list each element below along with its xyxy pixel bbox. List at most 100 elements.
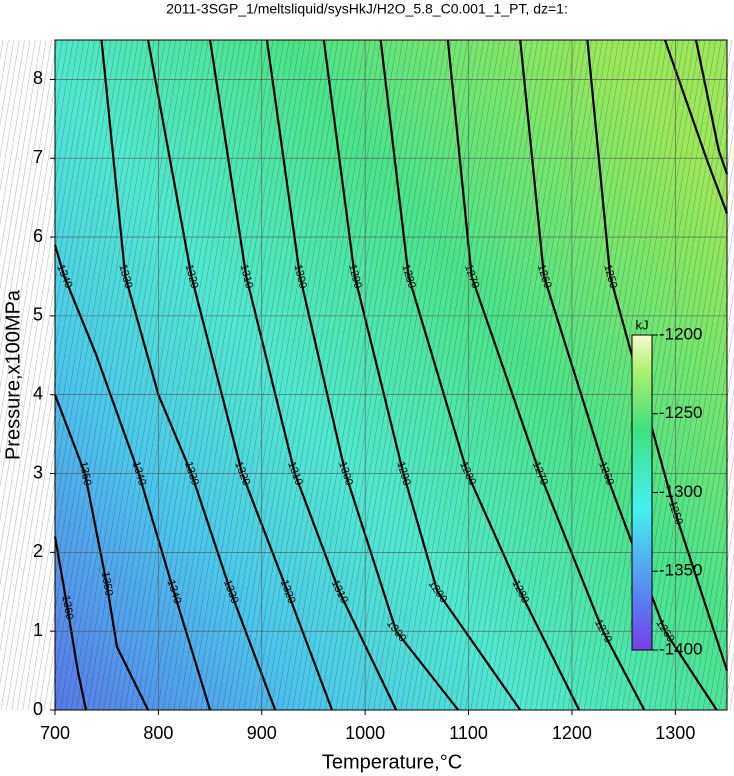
fine-contour xyxy=(335,39,446,711)
fine-contour xyxy=(0,39,85,553)
contour-label-group: 1310 xyxy=(238,263,256,290)
fine-contour xyxy=(130,39,241,711)
y-tick-label: 7 xyxy=(33,147,43,167)
fine-contour xyxy=(427,39,538,711)
fine-contour xyxy=(481,39,592,711)
fine-contour xyxy=(216,39,328,711)
colorbar-tick-label: -1400 xyxy=(659,639,702,658)
y-tick-label: 2 xyxy=(33,541,43,561)
fine-contour xyxy=(238,39,349,711)
fine-contour xyxy=(605,39,716,711)
fine-contour xyxy=(0,39,31,224)
colorbar xyxy=(631,334,653,651)
fine-contour xyxy=(0,39,41,290)
x-tick-label: 700 xyxy=(40,723,70,743)
fine-contour xyxy=(17,39,128,711)
fine-contour xyxy=(281,39,392,711)
fine-contour xyxy=(249,39,360,711)
fine-contour xyxy=(643,158,734,711)
fine-contour xyxy=(443,39,554,711)
fine-contour xyxy=(168,39,279,711)
fine-contour xyxy=(638,125,734,711)
colorbar-tick-label: -1300 xyxy=(659,482,702,501)
fine-contour xyxy=(200,39,311,711)
y-tick-label: 5 xyxy=(33,305,43,325)
fine-contour xyxy=(681,388,734,711)
fine-contour xyxy=(438,39,549,711)
fine-contour xyxy=(308,39,419,711)
fine-contour xyxy=(341,39,452,711)
fine-contour xyxy=(0,39,79,520)
fine-contour xyxy=(92,39,203,711)
fine-contour xyxy=(357,39,468,711)
fine-contour xyxy=(411,39,522,711)
contour-label-group: 1290 xyxy=(346,263,364,290)
fine-contour xyxy=(540,39,652,711)
fine-contour xyxy=(211,39,322,711)
contour-line xyxy=(53,394,150,711)
y-tick-label: 8 xyxy=(33,68,43,88)
fine-contour xyxy=(81,39,193,711)
fine-contour xyxy=(119,39,230,711)
contour-label-group: 1360 xyxy=(60,594,76,620)
fine-contour xyxy=(265,39,376,711)
fine-contour xyxy=(206,39,317,711)
fine-contour xyxy=(492,39,603,711)
chart-title: 2011-3SGP_1/meltsliquid/sysHkJ/H2O_5.8_C… xyxy=(166,1,568,17)
fine-contour xyxy=(400,39,511,711)
fine-contour xyxy=(535,39,646,711)
fine-contour xyxy=(432,39,544,711)
contour-label: 1320 xyxy=(183,263,201,290)
x-tick-label: 1300 xyxy=(655,723,695,743)
fine-contour xyxy=(665,289,734,711)
colorbar-tick-label: -1350 xyxy=(659,561,702,580)
fine-contour xyxy=(692,454,734,711)
fine-contour xyxy=(0,39,112,711)
fine-contour xyxy=(465,39,576,711)
fine-contour xyxy=(179,39,290,711)
fine-contour xyxy=(184,39,295,711)
contour-label: 1310 xyxy=(238,263,256,290)
fine-contour xyxy=(0,39,63,422)
fine-contour xyxy=(654,224,734,711)
fine-contour xyxy=(173,39,284,711)
contour-label: 1360 xyxy=(60,594,76,620)
contour-label-group: 1300 xyxy=(292,263,309,290)
fine-contour xyxy=(22,39,133,711)
y-axis-label: Pressure,x100MPa xyxy=(2,289,24,460)
fine-contour xyxy=(546,39,657,711)
fine-contour xyxy=(260,39,371,711)
fine-contour xyxy=(729,684,734,711)
fine-contour xyxy=(233,39,344,711)
fine-contour xyxy=(0,39,68,455)
fine-contour xyxy=(330,39,441,711)
fine-contour xyxy=(0,39,52,356)
plot-frame xyxy=(54,39,728,711)
fine-contour xyxy=(362,39,473,711)
fine-contour xyxy=(351,39,463,711)
fine-contour xyxy=(557,39,668,711)
fine-contour xyxy=(551,39,662,711)
colorbar-tick-label: -1200 xyxy=(659,324,702,343)
fine-contour xyxy=(44,39,155,711)
contour-label-group: 1350 xyxy=(99,571,115,597)
fine-contour xyxy=(675,355,734,711)
fine-contour xyxy=(600,39,711,711)
x-tick-label: 900 xyxy=(247,723,277,743)
fine-contour xyxy=(27,39,139,711)
fine-contour xyxy=(0,39,106,685)
fine-contour xyxy=(697,487,734,711)
fine-contour xyxy=(508,39,619,711)
fine-contour xyxy=(686,421,734,711)
fine-contour xyxy=(114,39,225,711)
fine-contour xyxy=(454,39,565,711)
x-tick-label: 1000 xyxy=(345,723,385,743)
fine-contour xyxy=(0,39,58,389)
y-tick-label: 0 xyxy=(33,699,43,719)
fine-contour xyxy=(405,39,517,711)
fine-contour xyxy=(702,520,734,711)
y-tick-label: 3 xyxy=(33,462,43,482)
fine-contour xyxy=(146,39,257,711)
fine-contour xyxy=(287,39,398,711)
